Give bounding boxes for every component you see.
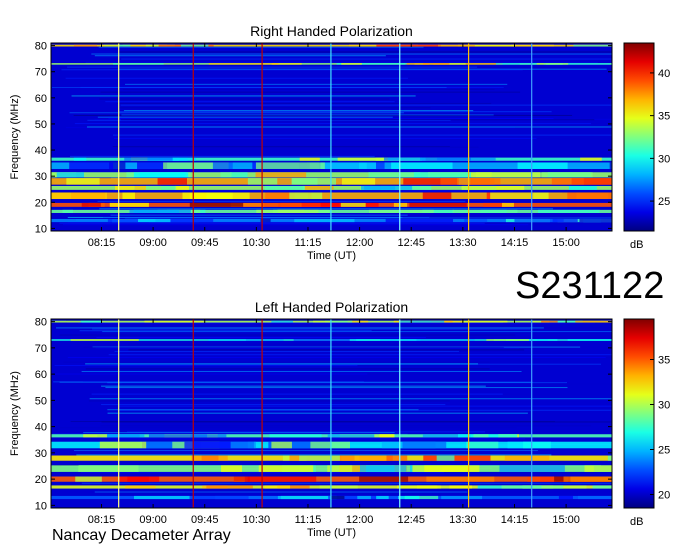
y-tick-label: 30 (35, 171, 47, 183)
x-tick-label: 09:00 (139, 514, 167, 526)
colorbar-tick-label: 30 (658, 153, 670, 165)
x-tick-label: 09:00 (139, 237, 167, 249)
y-tick-label: 70 (35, 67, 47, 79)
y-tick-label: 80 (35, 41, 47, 53)
colorbar-tick-label: 40 (658, 68, 670, 80)
y-tick-label: 60 (35, 93, 47, 105)
y-tick-label: 60 (35, 369, 47, 381)
y-axis-label: Frequency (MHz) (9, 95, 21, 180)
colorbar-unit: dB (630, 239, 643, 251)
x-tick-label: 15:00 (552, 237, 580, 249)
y-tick-label: 30 (35, 448, 47, 460)
x-tick-label: 13:30 (449, 237, 477, 249)
x-tick-label: 12:45 (397, 237, 425, 249)
x-tick-label: 11:15 (295, 237, 322, 249)
instrument-label: Nancay Decameter Array (52, 527, 231, 544)
y-tick-label: 40 (35, 145, 47, 157)
x-tick-label: 08:15 (88, 514, 116, 526)
colorbar-gradient (623, 318, 655, 509)
plot-frame (50, 42, 613, 232)
spectrogram-panel-2: Left Handed Polarization 10 20 30 40 50 60 70 80… (9, 299, 670, 539)
x-tick-label: 09:45 (191, 237, 219, 249)
colorbar-unit: dB (630, 516, 643, 528)
y-tick-label: 10 (35, 500, 47, 512)
colorbar-tick-label: 30 (658, 400, 670, 412)
plot-frame (50, 318, 613, 509)
x-tick-label: 12:00 (346, 514, 374, 526)
y-tick-label: 20 (35, 474, 47, 486)
x-tick-label: 14:15 (501, 514, 529, 526)
colorbar: 20 25 30 35 dB (623, 318, 670, 528)
colorbar-tick-label: 20 (658, 490, 670, 502)
y-tick-label: 50 (35, 395, 47, 407)
y-tick-label: 20 (35, 197, 47, 209)
x-tick-label: 14:15 (501, 237, 529, 249)
spectrogram-image (51, 319, 612, 508)
y-tick-label: 70 (35, 343, 47, 355)
chart-title: Left Handed Polarization (255, 299, 408, 315)
x-tick-label: 10:30 (243, 237, 271, 249)
x-tick-label: 12:45 (397, 514, 425, 526)
x-tick-label: 12:00 (346, 237, 374, 249)
colorbar-tick-label: 35 (658, 355, 670, 367)
x-tick-label: 08:15 (88, 237, 116, 249)
colorbar-tick-label: 25 (658, 196, 670, 208)
y-tick-label: 10 (35, 223, 47, 235)
y-tick-label: 50 (35, 119, 47, 131)
x-tick-label: 11:15 (295, 514, 322, 526)
x-tick-label: 13:30 (449, 514, 477, 526)
x-axis-label: Time (UT) (307, 250, 356, 262)
y-axis-label: Frequency (MHz) (9, 371, 21, 456)
spectrogram-panel-1: Right Handed Polarization 10 20 30 40 50 60 70 8… (9, 23, 670, 262)
colorbar-gradient (623, 42, 655, 232)
x-tick-label: 15:00 (552, 514, 580, 526)
colorbar-tick-label: 35 (658, 111, 670, 123)
y-tick-label: 80 (35, 317, 47, 329)
y-tick-label: 40 (35, 422, 47, 434)
chart-title: Right Handed Polarization (250, 23, 413, 39)
spectrogram-image (51, 43, 612, 231)
colorbar-tick-label: 25 (658, 445, 670, 457)
x-tick-label: 09:45 (191, 514, 219, 526)
observation-id: S231122 (515, 265, 665, 307)
x-axis-label: Time (UT) (307, 527, 356, 539)
colorbar: 25 30 35 40 dB (623, 42, 670, 251)
x-tick-label: 10:30 (243, 514, 271, 526)
